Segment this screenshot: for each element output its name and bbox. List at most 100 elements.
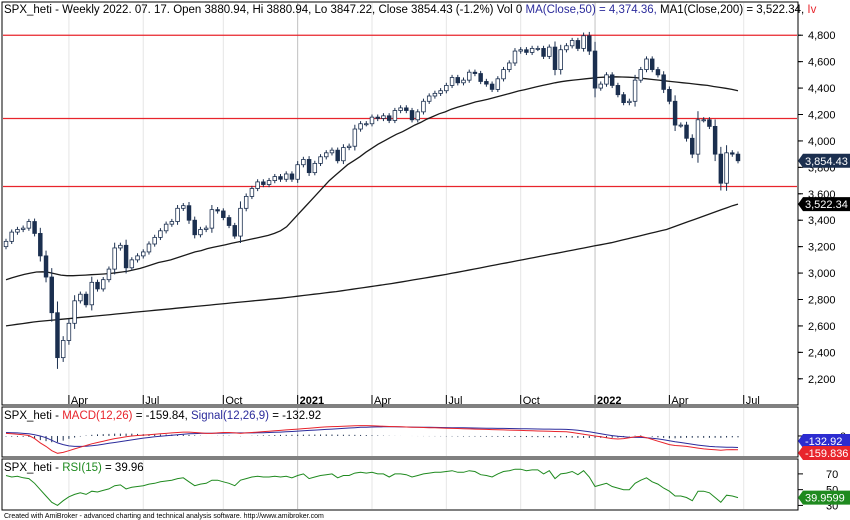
last-close-badge: 3,854.43 bbox=[798, 153, 850, 168]
candle bbox=[507, 60, 512, 73]
rsi-header-symbol: SPX_heti bbox=[4, 462, 52, 474]
candle bbox=[609, 72, 615, 89]
signal-line bbox=[5, 426, 739, 448]
macd-line bbox=[5, 425, 739, 454]
candle bbox=[644, 56, 649, 73]
rsi-badges: 39.9599 bbox=[798, 490, 850, 505]
y-tick-label: 4,200 bbox=[808, 110, 836, 122]
candles bbox=[3, 31, 741, 369]
candle bbox=[667, 86, 672, 105]
candle bbox=[386, 113, 392, 124]
candle bbox=[529, 45, 535, 56]
y-tick-label: 4,400 bbox=[808, 83, 836, 95]
y-tick-label: 3,000 bbox=[808, 268, 836, 280]
candle bbox=[43, 250, 49, 283]
candle bbox=[186, 202, 192, 224]
candle bbox=[3, 238, 9, 250]
candle bbox=[404, 105, 409, 114]
candle bbox=[541, 45, 546, 59]
macd-header: SPX_heti - MACD(12,26) = -159.84, Signal… bbox=[4, 410, 321, 422]
candle bbox=[449, 74, 455, 89]
x-tick-label: Apr bbox=[671, 395, 688, 407]
macd-header-symbol: SPX_heti bbox=[4, 410, 52, 422]
candle bbox=[701, 117, 706, 123]
candle bbox=[724, 145, 729, 191]
candle bbox=[547, 44, 552, 59]
candle bbox=[146, 241, 152, 255]
candle bbox=[158, 228, 163, 241]
candle bbox=[444, 82, 449, 94]
candle bbox=[489, 81, 495, 93]
candle bbox=[129, 257, 135, 271]
candle bbox=[512, 48, 518, 66]
candle bbox=[78, 291, 83, 304]
candle bbox=[175, 205, 180, 225]
time-x-axis: Apr Jul Oct 2021 Apr Jul Oct 2022 Apr Jul bbox=[68, 395, 760, 407]
candle bbox=[89, 276, 95, 311]
candle bbox=[221, 208, 226, 221]
candle bbox=[135, 253, 140, 263]
candle bbox=[301, 156, 306, 168]
macd-pane[interactable]: 0 -132.92-159.836 SPX_heti - MACD(12,26)… bbox=[1, 406, 850, 460]
last-close-badge-text: 3,854.43 bbox=[805, 156, 848, 168]
candle bbox=[83, 291, 89, 308]
candle bbox=[335, 147, 340, 164]
candle bbox=[718, 146, 724, 191]
y-tick-label: 3,400 bbox=[808, 215, 836, 227]
macd-header-macd-val: = -159.84, bbox=[133, 410, 192, 422]
candle bbox=[615, 82, 621, 98]
candle bbox=[592, 41, 598, 98]
candle bbox=[581, 32, 586, 52]
candle bbox=[558, 44, 563, 75]
candle bbox=[192, 216, 197, 239]
price-badges: 3,854.43 3,522.34 bbox=[798, 153, 850, 212]
price-header: SPX_heti - Weekly 2022. 07. 17. Open 388… bbox=[4, 4, 817, 16]
macd-header-signal-val: = -132.92 bbox=[269, 410, 321, 422]
candle bbox=[598, 81, 603, 91]
candle bbox=[238, 201, 243, 244]
x-tick-label: Jul bbox=[746, 395, 760, 407]
candle bbox=[312, 160, 318, 176]
candle bbox=[123, 239, 129, 274]
candle bbox=[472, 69, 478, 77]
candle bbox=[318, 154, 323, 167]
rsi-pane[interactable]: 305070 39.9599 SPX_heti - RSI(15) = 39.9… bbox=[1, 458, 850, 512]
candle bbox=[226, 214, 232, 229]
macd-lines bbox=[5, 425, 739, 454]
candle bbox=[95, 279, 100, 292]
candle bbox=[415, 109, 420, 123]
rsi-header: SPX_heti - RSI(15) = 39.96 bbox=[4, 462, 144, 474]
y-tick-label: 2,200 bbox=[808, 374, 836, 386]
candle bbox=[501, 66, 506, 82]
candle bbox=[672, 95, 678, 132]
candle bbox=[198, 226, 203, 238]
candle bbox=[295, 161, 300, 183]
candle bbox=[106, 266, 112, 283]
candle bbox=[432, 90, 438, 99]
candle bbox=[272, 173, 278, 184]
candle bbox=[369, 114, 375, 127]
price-header-ma50: MA(Close,50) = 4,374.36, bbox=[525, 4, 656, 16]
ma200-badge-text: 3,522.34 bbox=[805, 199, 848, 211]
signal-badge: -132.92 bbox=[798, 434, 850, 448]
candle bbox=[495, 76, 501, 93]
macd-header-sep: - bbox=[52, 410, 62, 422]
y-tick-label: 2,800 bbox=[808, 295, 836, 307]
candle bbox=[152, 234, 157, 247]
price-pane[interactable]: 2,2002,4002,6002,8003,0003,2003,4003,600… bbox=[1, 1, 850, 407]
candle bbox=[72, 295, 77, 329]
x-tick-label: Oct bbox=[225, 395, 242, 407]
candle bbox=[518, 47, 523, 54]
price-grid bbox=[68, 3, 745, 404]
candle bbox=[587, 31, 592, 55]
candle bbox=[621, 92, 626, 106]
candle bbox=[118, 242, 123, 251]
y-tick-label: 2,400 bbox=[808, 347, 836, 359]
candle bbox=[735, 151, 741, 164]
candle bbox=[249, 185, 255, 200]
candle bbox=[730, 150, 735, 157]
candle bbox=[163, 221, 169, 234]
candle bbox=[209, 205, 215, 233]
signal-badge-text: -132.92 bbox=[805, 436, 842, 448]
x-tick-label: 2021 bbox=[300, 395, 324, 407]
